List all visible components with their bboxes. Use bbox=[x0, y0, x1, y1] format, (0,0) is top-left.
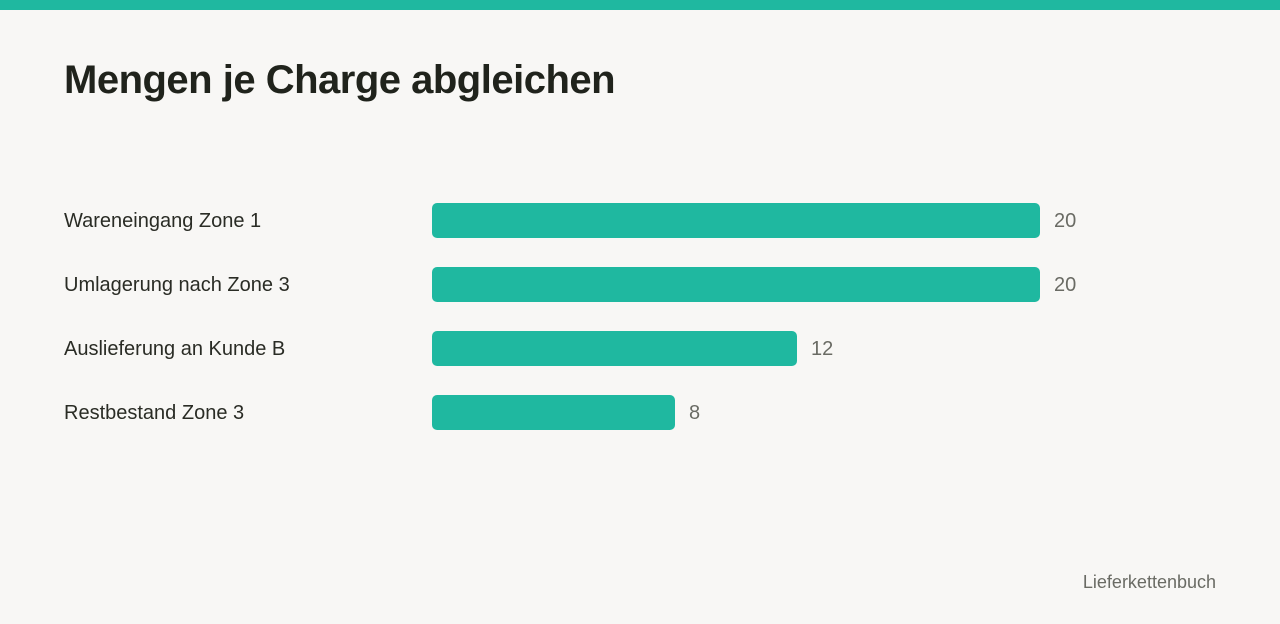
category-label: Restbestand Zone 3 bbox=[64, 401, 245, 424]
value-label: 12 bbox=[811, 337, 834, 360]
bar bbox=[432, 331, 797, 366]
bar bbox=[432, 267, 1040, 302]
bar bbox=[432, 395, 675, 430]
category-label: Wareneingang Zone 1 bbox=[64, 209, 262, 232]
value-label: 20 bbox=[1054, 209, 1077, 232]
category-label: Umlagerung nach Zone 3 bbox=[64, 273, 290, 296]
brand-label: Lieferkettenbuch bbox=[1082, 572, 1216, 592]
bar bbox=[432, 203, 1040, 238]
page-title: Mengen je Charge abgleichen bbox=[64, 58, 616, 102]
top-accent-bar bbox=[0, 0, 1280, 10]
value-label: 20 bbox=[1054, 273, 1077, 296]
value-label: 8 bbox=[689, 401, 701, 424]
category-label: Auslieferung an Kunde B bbox=[64, 337, 286, 360]
